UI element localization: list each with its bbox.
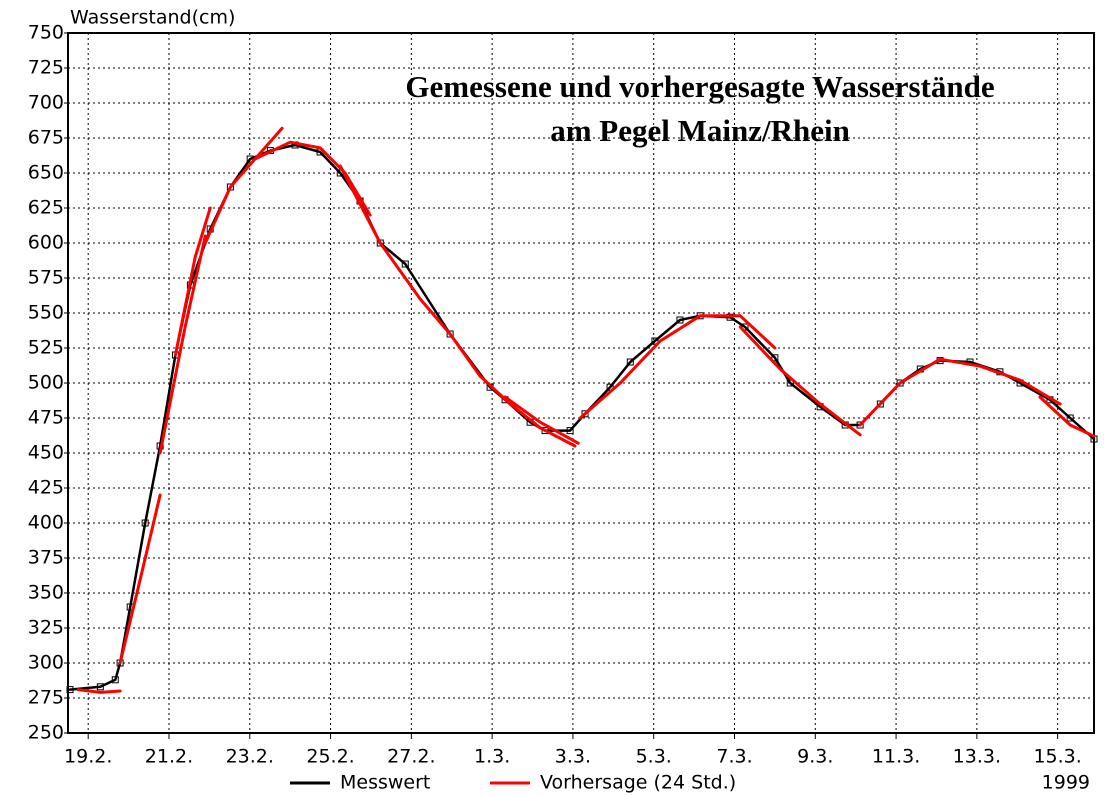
y-tick-label: 400	[28, 512, 64, 534]
data-marker	[96, 683, 104, 691]
data-marker	[876, 400, 884, 408]
y-tick-label: 425	[28, 477, 64, 499]
data-marker	[66, 686, 74, 694]
y-tick-label: 275	[28, 687, 64, 709]
x-tick-label: 7.3.	[716, 746, 752, 768]
x-tick-label: 15.3.	[1033, 746, 1081, 768]
y-tick-label: 325	[28, 617, 64, 639]
y-tick-label: 375	[28, 547, 64, 569]
y-axis-label: Wasserstand(cm)	[70, 7, 235, 29]
data-marker	[786, 379, 794, 387]
y-tick-label: 750	[28, 22, 64, 44]
x-tick-label: 3.3.	[555, 746, 591, 768]
x-tick-label: 9.3.	[797, 746, 833, 768]
data-marker	[896, 379, 904, 387]
y-tick-label: 625	[28, 197, 64, 219]
plot-frame	[67, 32, 1095, 734]
legend-label: Messwert	[340, 772, 430, 794]
x-tick-label: 23.2.	[226, 746, 274, 768]
series-line	[76, 126, 1096, 694]
chart-subtitle: am Pegel Mainz/Rhein	[550, 113, 850, 148]
y-tick-label: 575	[28, 267, 64, 289]
y-tick-label: 700	[28, 92, 64, 114]
x-tick-label: 19.2.	[64, 746, 112, 768]
data-marker	[446, 330, 454, 338]
data-marker	[1066, 414, 1074, 422]
y-tick-label: 300	[28, 652, 64, 674]
x-tick-label: 25.2.	[306, 746, 354, 768]
y-tick-label: 450	[28, 442, 64, 464]
x-axis-label: 1999	[1042, 772, 1090, 794]
data-marker	[651, 337, 659, 345]
data-marker	[771, 354, 779, 362]
data-marker	[856, 421, 864, 429]
x-tick-label: 5.3.	[636, 746, 672, 768]
x-tick-label: 27.2.	[387, 746, 435, 768]
y-tick-label: 550	[28, 302, 64, 324]
y-tick-label: 600	[28, 232, 64, 254]
y-tick-label: 525	[28, 337, 64, 359]
x-tick-label: 1.3.	[474, 746, 510, 768]
legend-label: Vorhersage (24 Std.)	[540, 772, 736, 794]
data-marker	[566, 427, 574, 435]
data-marker	[111, 676, 119, 684]
y-tick-label: 675	[28, 127, 64, 149]
x-tick-label: 13.3.	[953, 746, 1001, 768]
x-tick-label: 11.3.	[872, 746, 920, 768]
data-marker	[676, 316, 684, 324]
y-tick-label: 250	[28, 722, 64, 744]
y-tick-label: 500	[28, 372, 64, 394]
y-tick-label: 350	[28, 582, 64, 604]
x-tick-label: 21.2.	[145, 746, 193, 768]
y-tick-label: 725	[28, 57, 64, 79]
data-marker	[401, 260, 409, 268]
y-tick-label: 650	[28, 162, 64, 184]
chart-title: Gemessene und vorhergesagte Wasserstände	[405, 69, 994, 104]
data-marker	[626, 358, 634, 366]
data-marker	[581, 410, 589, 418]
y-tick-label: 475	[28, 407, 64, 429]
data-marker	[141, 519, 149, 527]
